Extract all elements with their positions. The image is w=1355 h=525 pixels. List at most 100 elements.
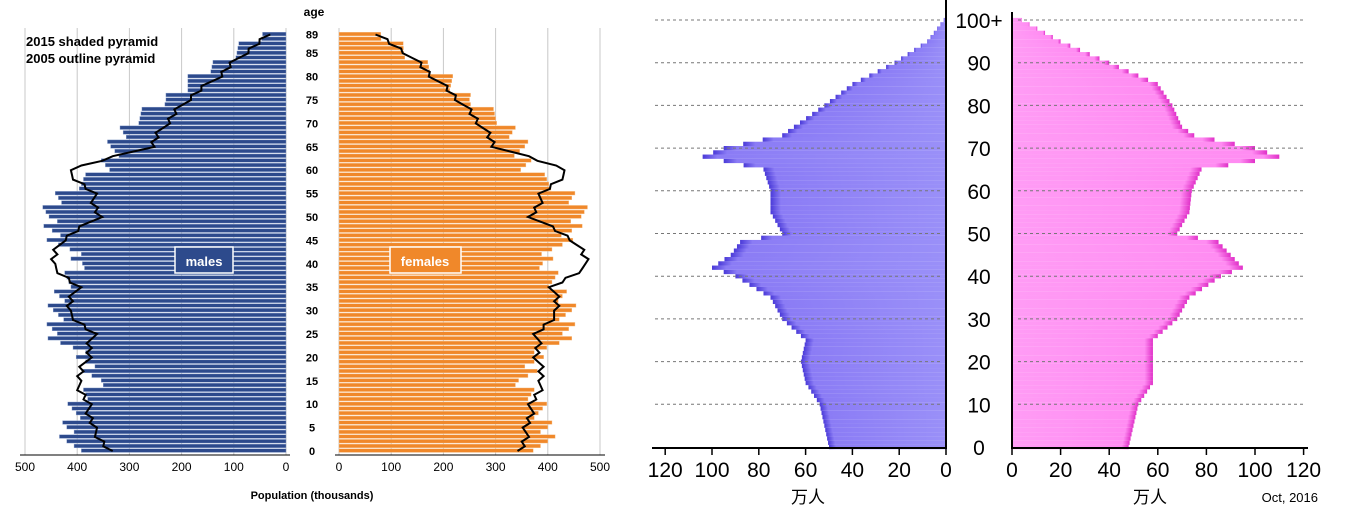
jp-male-bar (803, 346, 946, 351)
jp-male-bar (735, 274, 946, 279)
jp-female-bar (1012, 419, 1135, 424)
jp-male-bar (782, 133, 946, 138)
male-bar (46, 237, 287, 242)
jp-male-bar (702, 154, 946, 159)
male-bar (83, 387, 287, 392)
female-bar (338, 153, 515, 158)
male-bar (61, 200, 287, 205)
jp-female-bar (1012, 291, 1196, 296)
jp-female-bar (1012, 214, 1187, 219)
jp-male-bar (775, 218, 946, 223)
male-bar (107, 139, 287, 144)
male-bar (66, 439, 287, 444)
female-bar (338, 317, 560, 322)
jp-male-bar (820, 406, 946, 411)
jp-male-bar (733, 248, 946, 253)
jp-female-bar (1012, 116, 1179, 121)
jp-female-bar (1012, 338, 1153, 343)
jp-age-tick-label: 40 (967, 266, 990, 289)
female-bar (338, 233, 562, 238)
jp-female-bar (1012, 150, 1268, 155)
jp-male-bar (819, 402, 946, 407)
female-bar (338, 289, 567, 294)
female-bar (338, 378, 519, 383)
age-tick-label: 45 (306, 235, 318, 247)
jp-male-bar (769, 184, 946, 189)
jp-female-bar (1012, 380, 1153, 386)
male-bar (64, 298, 287, 303)
jp-male-bar (800, 333, 946, 339)
jp-male-bar (782, 316, 946, 322)
male-bar (85, 172, 287, 177)
female-bar (338, 355, 544, 360)
chart-title-line-1: 2015 shaded pyramid (26, 34, 158, 49)
jp-female-bar (1012, 77, 1149, 82)
jp-male-bar (804, 342, 946, 347)
jp-date-label: Oct, 2016 (1262, 490, 1318, 505)
female-bar (338, 130, 513, 135)
male-bar (139, 116, 287, 121)
age-tick-label: 70 (306, 118, 318, 130)
jp-male-bar (775, 303, 946, 309)
age-tick-label: 85 (306, 48, 318, 60)
jp-female-bar (1012, 376, 1153, 381)
female-bar (338, 373, 529, 378)
jp-male-bar (796, 329, 946, 334)
male-bar (63, 317, 287, 322)
female-bar (338, 415, 535, 420)
female-bar (338, 32, 381, 37)
male-bar (212, 60, 287, 65)
age-axis-title: age (304, 5, 325, 19)
jp-male-bar (788, 128, 946, 134)
female-bar (338, 177, 547, 182)
female-bar (338, 111, 495, 116)
age-tick-label: 40 (306, 259, 318, 271)
females-label-box (389, 246, 462, 274)
male-bar (75, 355, 287, 360)
female-bar (338, 116, 496, 121)
male-bar (114, 149, 287, 154)
age-tick-label: 20 (306, 352, 318, 364)
jp-female-bar (1012, 197, 1191, 202)
male-bar (80, 415, 287, 420)
male-bar (238, 41, 287, 46)
jp-male-bar (835, 94, 946, 100)
jp-female-bar (1012, 248, 1227, 253)
female-bar (338, 312, 566, 317)
jp-x-tick-label-female: 80 (1195, 459, 1218, 482)
jp-male-bar (827, 436, 946, 441)
jp-female-bar (1012, 333, 1158, 339)
x-tick-label-male: 0 (283, 460, 290, 474)
male-bar (58, 195, 287, 200)
age-tick-label: 65 (306, 142, 318, 154)
jp-female-bar (1012, 252, 1231, 258)
jp-male-bar (812, 111, 946, 117)
jp-male-bar (826, 432, 946, 437)
jp-male-bar (764, 171, 946, 176)
jp-male-bar (801, 355, 946, 360)
female-bar (338, 275, 556, 280)
jp-male-bar (869, 73, 946, 78)
jp-age-tick-label: 70 (967, 138, 990, 161)
jp-female-bar (1012, 265, 1243, 270)
jp-male-bar (743, 141, 946, 147)
jp-female-bar (1012, 257, 1235, 262)
female-bar (338, 326, 569, 331)
female-bar (338, 120, 497, 125)
jp-female-bar (1012, 158, 1255, 164)
jp-male-bar (824, 423, 946, 428)
jp-female-bar (1012, 128, 1189, 134)
male-bar (59, 294, 287, 299)
jp-male-bar (930, 34, 946, 40)
jp-male-bar (818, 107, 946, 112)
jp-x-tick-label-male: 120 (648, 459, 683, 482)
female-bar (338, 237, 574, 242)
age-tick-label: 35 (306, 282, 318, 294)
jp-female-bar (1012, 111, 1177, 117)
female-bar (338, 46, 404, 51)
x-tick-label-female: 500 (590, 460, 610, 474)
jp-male-bar (763, 291, 946, 296)
jp-female-bar (1012, 269, 1232, 275)
male-bar (87, 397, 287, 402)
jp-male-bar (877, 69, 946, 74)
